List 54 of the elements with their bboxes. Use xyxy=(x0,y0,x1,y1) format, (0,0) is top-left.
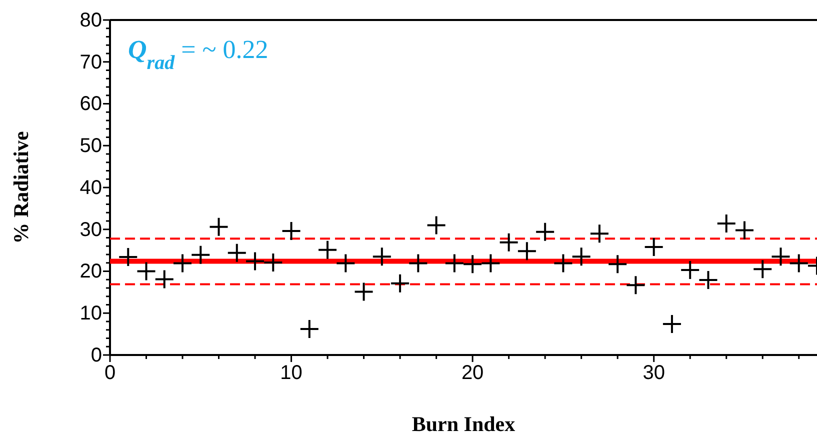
point xyxy=(426,215,446,236)
point xyxy=(136,261,156,282)
point xyxy=(680,260,700,280)
point xyxy=(716,214,736,234)
point xyxy=(608,254,628,274)
y-tick-label: 0 xyxy=(90,344,102,366)
point xyxy=(444,253,464,274)
annotation: Q$_{rad}$ = ~ 0.22 xyxy=(128,35,268,74)
point xyxy=(408,253,428,274)
point xyxy=(190,244,211,265)
y-tick-label: 80 xyxy=(80,9,102,32)
x-tick-label: 30 xyxy=(642,362,665,384)
point xyxy=(589,224,610,244)
point xyxy=(788,253,809,274)
point xyxy=(208,216,229,237)
point xyxy=(480,253,501,274)
y-axis-title: % Radiative xyxy=(9,131,33,244)
y-tick-label: 20 xyxy=(80,260,102,283)
point xyxy=(354,282,374,302)
point xyxy=(752,259,773,280)
point xyxy=(698,270,718,290)
point xyxy=(281,221,302,242)
y-tick-label: 60 xyxy=(80,93,102,116)
point xyxy=(553,253,574,274)
point xyxy=(571,246,592,267)
point xyxy=(498,232,519,252)
x-tick-label: 0 xyxy=(104,362,116,384)
y-tick-label: 70 xyxy=(80,51,102,74)
point xyxy=(299,319,320,340)
point xyxy=(226,242,247,263)
point xyxy=(644,236,664,257)
point xyxy=(172,253,193,274)
point xyxy=(245,251,266,272)
y-tick-label: 10 xyxy=(80,302,102,325)
point xyxy=(336,253,356,274)
x-tick-label: 20 xyxy=(461,362,484,384)
y-tick-label: 40 xyxy=(80,176,102,199)
y-tick-label: 50 xyxy=(80,135,102,158)
point xyxy=(535,222,556,242)
point xyxy=(154,269,174,290)
point xyxy=(318,240,338,260)
x-axis-title: Burn Index xyxy=(412,412,516,436)
point xyxy=(516,241,537,262)
point xyxy=(390,273,410,294)
point xyxy=(770,246,791,267)
point xyxy=(734,220,754,240)
point xyxy=(263,252,284,272)
x-tick-label: 10 xyxy=(280,362,302,384)
point xyxy=(462,254,483,274)
point xyxy=(626,275,646,296)
point xyxy=(118,247,138,268)
y-tick-label: 30 xyxy=(80,218,102,241)
point xyxy=(662,314,682,334)
point xyxy=(372,246,392,267)
